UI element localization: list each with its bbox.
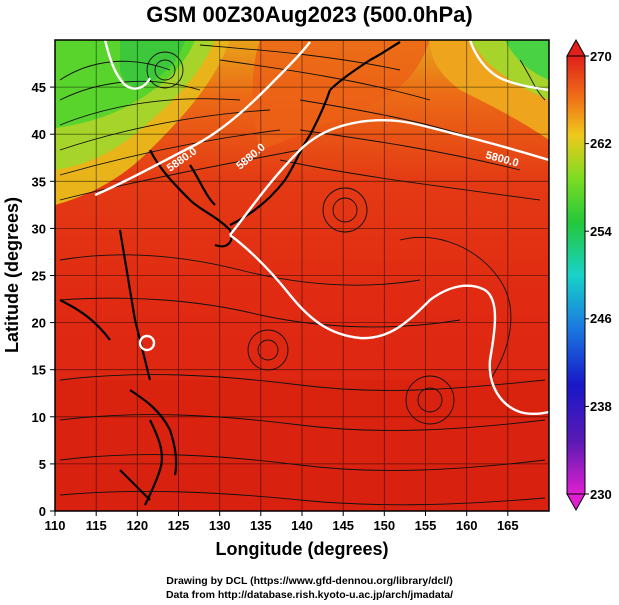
y-tick-marks [50, 86, 55, 512]
y-tick-label: 5 [39, 457, 46, 472]
y-tick-label: 45 [32, 80, 46, 95]
y-tick-label: 20 [32, 316, 46, 331]
colorbar-tick-label: 246 [590, 311, 612, 326]
x-tick-label: 120 [126, 518, 148, 533]
colorbar-bar [566, 55, 586, 495]
x-tick-label: 125 [168, 518, 190, 533]
x-tick-label: 145 [332, 518, 354, 533]
footer-credit-drawing: Drawing by DCL (https://www.gfd-dennou.o… [166, 575, 453, 587]
y-tick-label: 40 [32, 127, 46, 142]
plot-title: GSM 00Z30Aug2023 (500.0hPa) [146, 2, 473, 27]
x-tick-label: 115 [86, 518, 107, 533]
colorbar-top-arrow [566, 38, 586, 57]
y-tick-labels: 0 5 10 15 20 25 30 35 40 45 [32, 80, 46, 519]
y-tick-label: 30 [32, 221, 46, 236]
colorbar-bottom-arrow [566, 493, 586, 512]
colorbar: 230 238 246 254 262 270 [566, 38, 612, 512]
x-tick-label: 110 [45, 518, 66, 533]
x-tick-label: 135 [250, 518, 272, 533]
x-tick-label: 140 [291, 518, 313, 533]
x-tick-label: 150 [373, 518, 395, 533]
y-axis-label: Latitude (degrees) [2, 197, 22, 353]
y-tick-label: 25 [32, 269, 46, 284]
x-tick-label: 130 [209, 518, 231, 533]
coastlines [59, 41, 401, 506]
x-axis-label: Longitude (degrees) [215, 539, 388, 559]
colorbar-tick-label: 262 [590, 136, 612, 151]
y-tick-label: 0 [39, 504, 46, 519]
colorbar-tick-label: 270 [590, 49, 612, 64]
y-tick-label: 35 [32, 174, 46, 189]
colorbar-tick-label: 254 [590, 224, 612, 239]
map-gridlines [55, 40, 549, 511]
footer-credit-data: Data from http://database.rish.kyoto-u.a… [165, 589, 454, 601]
x-tick-labels: 110 115 120 125 130 135 140 145 150 155 … [45, 518, 519, 533]
x-tick-label: 160 [456, 518, 478, 533]
y-tick-label: 15 [32, 363, 46, 378]
x-tick-label: 155 [415, 518, 437, 533]
colorbar-tick-label: 238 [590, 399, 612, 414]
y-tick-label: 10 [32, 410, 46, 425]
x-tick-label: 165 [497, 518, 519, 533]
colorbar-tick-label: 230 [590, 487, 612, 502]
x-tick-marks [54, 511, 509, 516]
geopotential-contours [94, 40, 549, 416]
